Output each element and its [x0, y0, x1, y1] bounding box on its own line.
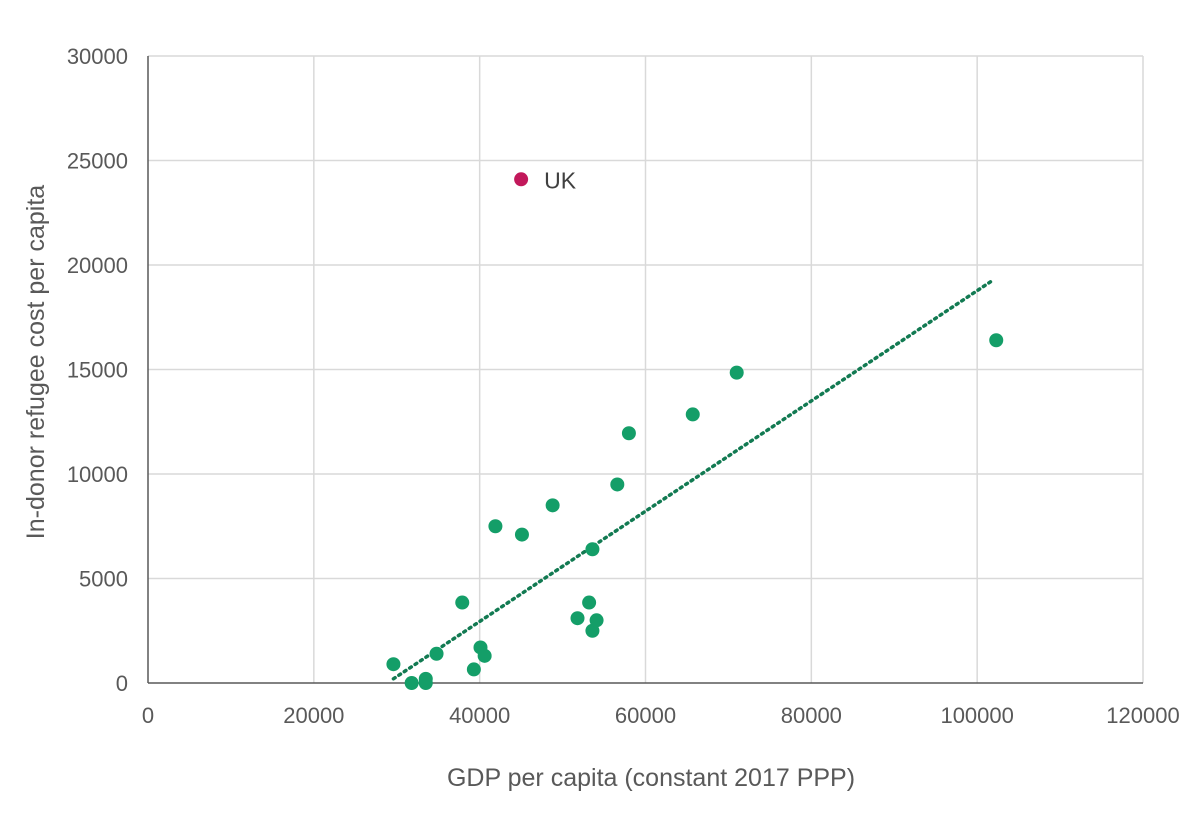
trendline: [391, 277, 996, 681]
x-tick-label: 120000: [1106, 703, 1179, 728]
data-point: [585, 542, 600, 557]
x-tick-label: 20000: [283, 703, 344, 728]
uk-highlight-point: [514, 172, 529, 187]
data-point: [589, 613, 604, 628]
x-tick-label: 0: [142, 703, 154, 728]
data-point: [429, 646, 444, 661]
x-tick-label: 40000: [449, 703, 510, 728]
x-tick-label: 100000: [940, 703, 1013, 728]
data-point: [477, 648, 492, 663]
uk-point-label: UK: [544, 167, 577, 193]
data-points: [386, 333, 1004, 690]
data-point: [418, 676, 433, 690]
data-point: [386, 657, 401, 672]
data-point: [514, 527, 529, 542]
data-point: [570, 611, 585, 626]
y-axis-title: In-donor refugee cost per capita: [22, 185, 50, 539]
data-point: [582, 595, 597, 610]
data-point: [729, 365, 744, 380]
y-tick-label: 30000: [67, 44, 128, 69]
x-axis-title: GDP per capita (constant 2017 PPP): [447, 764, 855, 792]
x-tick-labels: 0 20000 40000 60000 80000 100000 120000: [142, 703, 1180, 728]
data-point: [685, 407, 700, 422]
y-tick-label: 5000: [79, 567, 128, 592]
x-tick-label: 80000: [781, 703, 842, 728]
y-tick-label: 10000: [67, 462, 128, 487]
data-point: [621, 426, 636, 441]
data-point: [404, 676, 419, 690]
y-tick-label: 0: [116, 671, 128, 696]
data-point: [989, 333, 1004, 348]
y-tick-labels: 0 5000 10000 15000 20000 25000 30000: [67, 44, 128, 696]
data-point: [488, 519, 503, 534]
gridlines: [148, 55, 1144, 683]
data-point: [545, 498, 560, 513]
y-tick-label: 15000: [67, 358, 128, 383]
y-tick-label: 20000: [67, 253, 128, 278]
data-point: [610, 477, 625, 492]
data-point: [455, 595, 470, 610]
data-point: [466, 662, 481, 677]
x-tick-label: 60000: [615, 703, 676, 728]
y-tick-label: 25000: [67, 149, 128, 174]
